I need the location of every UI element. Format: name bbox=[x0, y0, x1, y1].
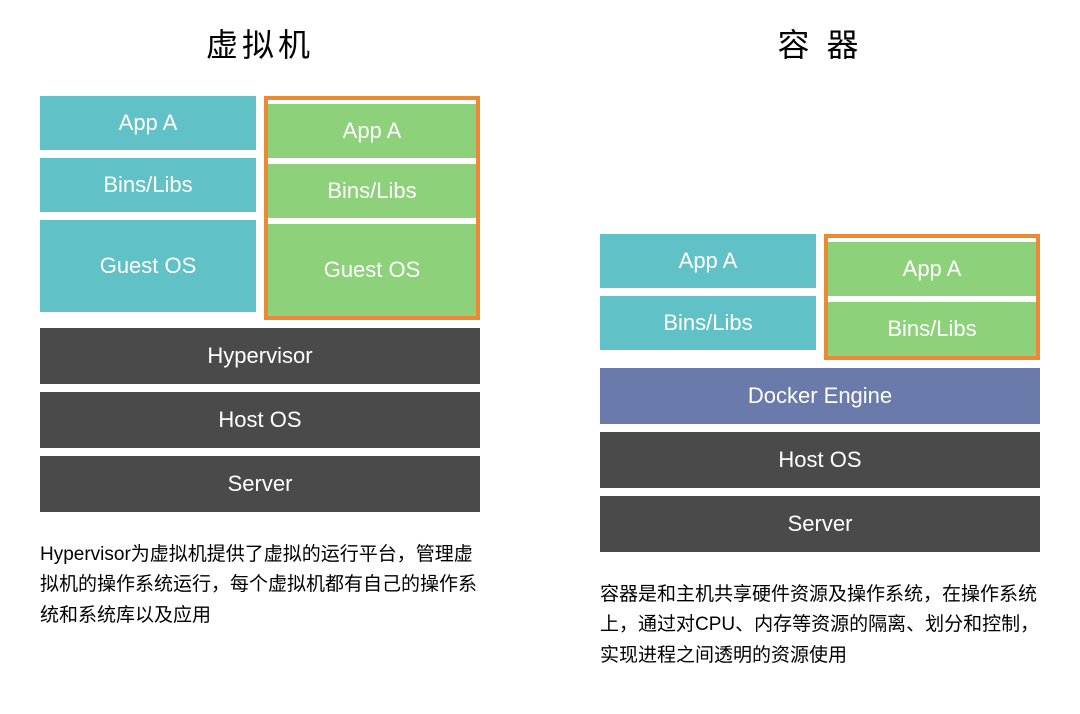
vm2-app-block: App A bbox=[268, 104, 476, 158]
vm1-col: App A Bins/Libs Guest OS bbox=[40, 96, 256, 320]
vm-server-block: Server bbox=[40, 456, 480, 512]
vm-top-group: App A Bins/Libs Guest OS App A Bins/Libs… bbox=[40, 96, 480, 320]
diagram-container: 虚拟机 App A Bins/Libs Guest OS App A Bins/… bbox=[20, 20, 1060, 671]
hypervisor-block: Hypervisor bbox=[40, 328, 480, 384]
c2-libs-block: Bins/Libs bbox=[828, 302, 1036, 356]
c2-col: App A Bins/Libs bbox=[824, 234, 1040, 360]
c2-highlight: App A Bins/Libs bbox=[824, 234, 1040, 360]
container-title: 容 器 bbox=[600, 20, 1040, 66]
vm1-app-block: App A bbox=[40, 96, 256, 150]
container-server-block: Server bbox=[600, 496, 1040, 552]
container-stack: App A Bins/Libs App A Bins/Libs Docker E… bbox=[600, 234, 1040, 552]
c1-app-block: App A bbox=[600, 234, 816, 288]
c1-libs-block: Bins/Libs bbox=[600, 296, 816, 350]
vm1-os-block: Guest OS bbox=[40, 220, 256, 312]
docker-engine-block: Docker Engine bbox=[600, 368, 1040, 424]
container-top-group: App A Bins/Libs App A Bins/Libs bbox=[600, 234, 1040, 360]
vm-title: 虚拟机 bbox=[40, 20, 480, 66]
container-hostos-block: Host OS bbox=[600, 432, 1040, 488]
vm2-os-block: Guest OS bbox=[268, 224, 476, 316]
container-description: 容器是和主机共享硬件资源及操作系统，在操作系统上，通过对CPU、内存等资源的隔离… bbox=[600, 580, 1040, 671]
container-column: 容 器 App A Bins/Libs App A Bins/Libs Dock… bbox=[600, 20, 1040, 671]
vm2-highlight: App A Bins/Libs Guest OS bbox=[264, 96, 480, 320]
vm1-libs-block: Bins/Libs bbox=[40, 158, 256, 212]
c2-app-block: App A bbox=[828, 242, 1036, 296]
vm-hostos-block: Host OS bbox=[40, 392, 480, 448]
vm-stack: App A Bins/Libs Guest OS App A Bins/Libs… bbox=[40, 96, 480, 512]
c1-col: App A Bins/Libs bbox=[600, 234, 816, 360]
vm-description: Hypervisor为虚拟机提供了虚拟的运行平台，管理虚拟机的操作系统运行，每个… bbox=[40, 540, 480, 631]
vm2-col: App A Bins/Libs Guest OS bbox=[264, 96, 480, 320]
vm-column: 虚拟机 App A Bins/Libs Guest OS App A Bins/… bbox=[40, 20, 480, 671]
vm2-libs-block: Bins/Libs bbox=[268, 164, 476, 218]
